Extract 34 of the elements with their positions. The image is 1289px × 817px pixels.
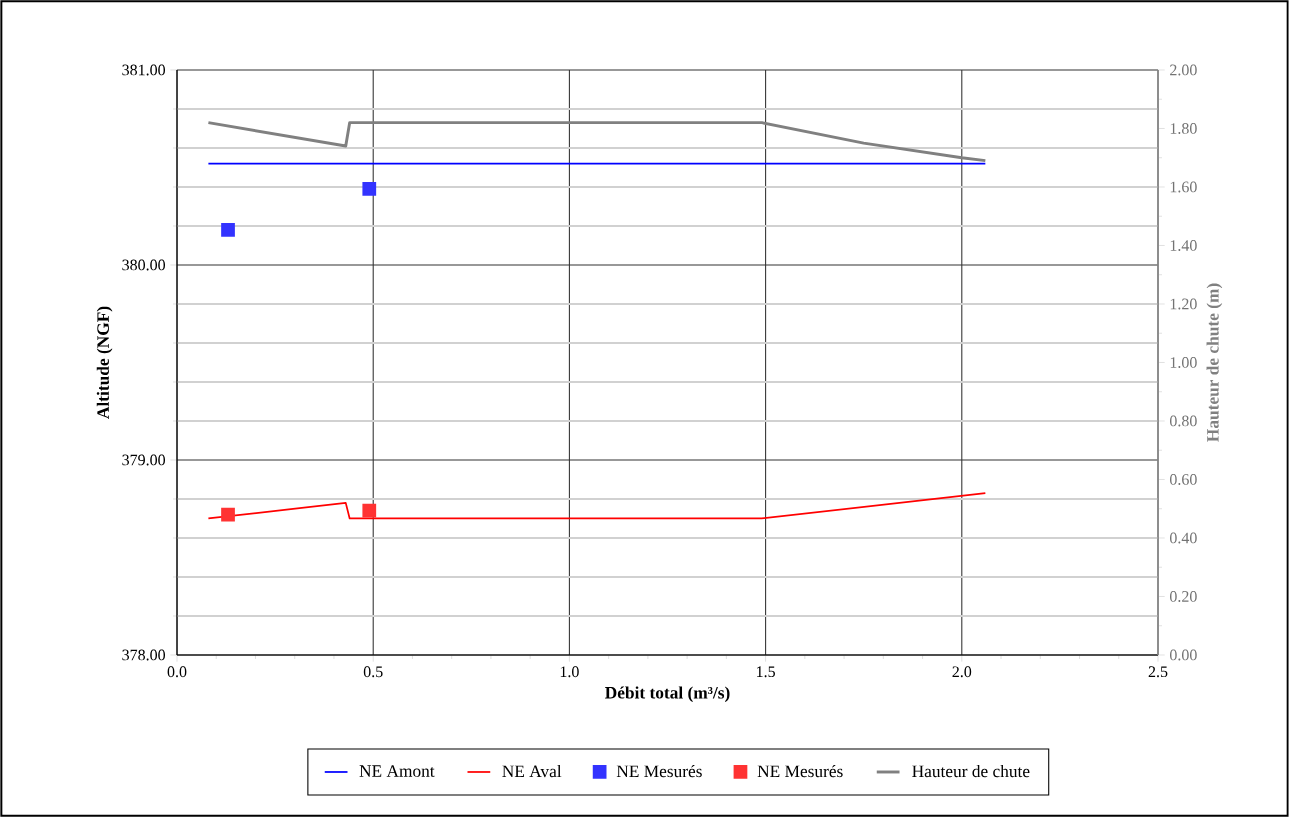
legend-label: Hauteur de chute — [912, 764, 1030, 778]
y-tick-label: 381.00 — [122, 64, 166, 76]
legend-label: NE Mesurés — [757, 764, 843, 778]
y2-tick-label: 0.40 — [1169, 532, 1197, 544]
y2-tick-label: 1.80 — [1170, 123, 1197, 134]
x-tick-label: 1.0 — [560, 666, 579, 678]
y-tick-label: 380.00 — [122, 259, 166, 271]
point — [362, 182, 377, 196]
x-axis-title: Débit total (m³/s) — [605, 686, 730, 703]
y2-tick-label: 2.00 — [1170, 64, 1197, 76]
y2-tick-label: 1.40 — [1170, 240, 1197, 251]
x-tick-label: 1.5 — [757, 666, 775, 678]
x-tick-label: 2.5 — [1148, 666, 1168, 678]
legend-label: NE Amont — [359, 765, 435, 777]
legend-label: NE Mesurés — [616, 764, 702, 778]
x-tick-label: 0.5 — [363, 666, 383, 678]
x-tick-label: 0.0 — [167, 666, 187, 678]
y-axis-title: Altitude (NGF) — [96, 306, 113, 419]
y2-tick-label: 0.20 — [1169, 591, 1197, 602]
y2-tick-label: 0.60 — [1169, 474, 1197, 485]
y-tick-label: 378.00 — [122, 649, 166, 661]
point — [221, 507, 235, 522]
y2-tick-label: 1.00 — [1170, 357, 1197, 368]
y2-tick-label: 0.80 — [1169, 415, 1197, 427]
legend-label: NE Aval — [502, 764, 562, 778]
line-series — [206, 121, 987, 163]
point — [221, 223, 235, 237]
y2-tick-label: 1.20 — [1170, 298, 1197, 310]
point — [362, 503, 377, 518]
y-tick-label: 379.00 — [122, 454, 166, 466]
y2-axis-title: Hauteur de chute (m) — [1206, 283, 1223, 442]
x-tick-label: 2.0 — [952, 666, 972, 678]
y2-tick-label: 1.60 — [1170, 181, 1197, 193]
y2-tick-label: 0.00 — [1169, 649, 1197, 661]
